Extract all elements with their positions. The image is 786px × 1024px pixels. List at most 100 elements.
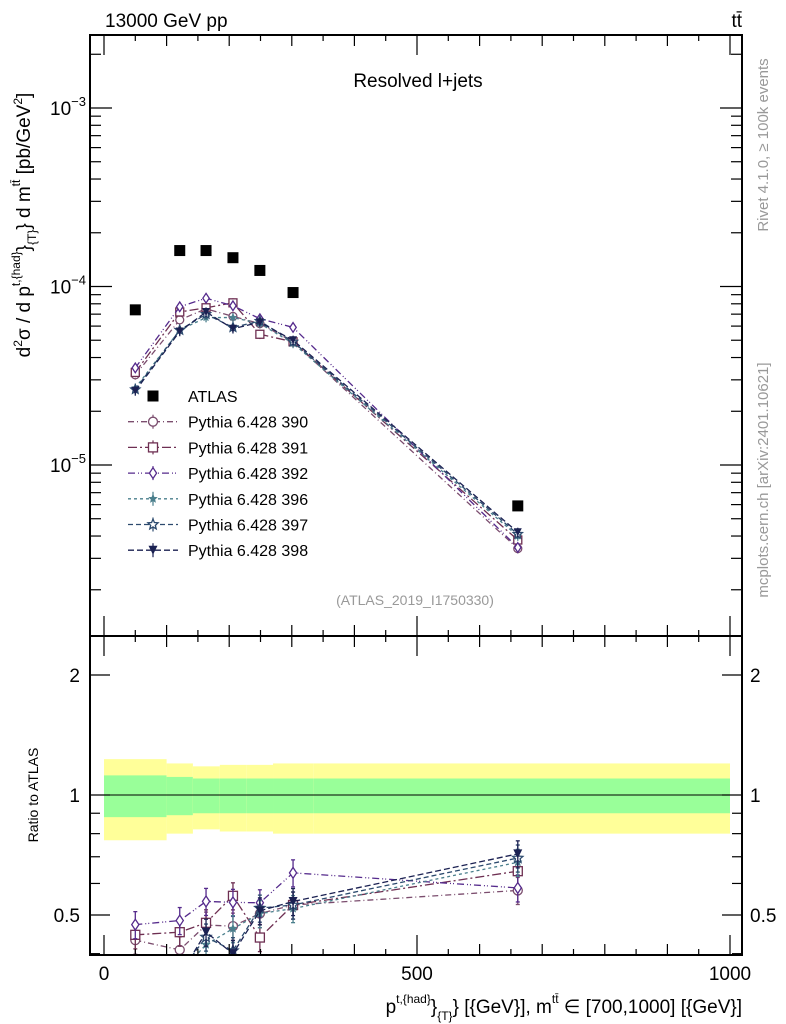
ratio-series-pythia-6-428-391 [130,857,523,953]
ratio-series-line [135,870,518,939]
circle-marker [175,315,185,325]
triangle-down-marker [288,897,298,907]
ratio-series-pythia-6-428-397 [130,844,525,977]
atlas-data-point [287,287,299,299]
x-axis-label: pt,{had}}{T}} [{GeV}], mtt̄ ∈ [700,1000]… [386,992,742,1023]
main-panel [129,245,525,554]
ratio-uncertainty-bands [104,759,730,841]
diamond-marker [228,895,238,909]
x-tick-label: 1000 [709,964,751,985]
diamond-marker [130,918,140,932]
diamond-marker [202,292,211,305]
triangle-down-marker [131,972,140,981]
legend-label: Pythia 6.428 396 [188,492,308,509]
square-marker [255,329,265,339]
ratio-series-line [191,853,518,955]
ratio-y-tick-label: 0.5 [54,906,80,927]
legend-label: Pythia 6.428 398 [188,543,308,560]
legend: ATLAS Pythia 6.428 390 Pythia 6.428 391 Pyt… [128,389,308,560]
atlas-data-point [254,264,266,276]
ratio-y-tick-label: 1 [69,786,80,807]
legend-label-atlas: ATLAS [188,389,238,406]
triangle-down-marker [175,327,184,336]
ratio-series-line [195,861,518,955]
triangle-down-marker [289,336,298,345]
triangle-down-marker [175,971,184,980]
ratio-panel [130,840,525,981]
star-marker [148,493,158,503]
diamond-marker [175,300,184,313]
diamond-marker [513,541,522,554]
diamond-marker [288,866,298,880]
diamond-marker [175,913,185,928]
star-open-marker [146,517,160,531]
energy-label: 13000 GeV pp [105,11,228,32]
diamond-marker [289,321,298,334]
atlas-data-point [129,304,141,316]
plot-title: Resolved l+jets [353,71,482,92]
triangle-down-marker [131,386,140,395]
band-inner [246,778,274,814]
legend-label: Pythia 6.428 391 [188,440,308,457]
band-inner [166,776,193,816]
series-pythia-6-428-392 [131,292,522,554]
triangle-down-marker [513,849,523,859]
atlas-data-point [200,245,212,257]
analysis-label: (ATLAS_2019_I1750330) [336,592,494,608]
ratio-y-tick-label-right: 2 [750,666,761,687]
triangle-down-marker [148,545,158,555]
ratio-y-tick-label-right: 0.5 [750,906,776,927]
band-inner [313,778,730,814]
circle-marker [147,416,159,427]
plot-frame [89,34,743,956]
ratio-series-pythia-6-428-390 [130,876,523,955]
legend-label: Pythia 6.428 392 [188,466,308,483]
triangle-down-marker [202,307,211,316]
star-marker [228,312,238,322]
x-tick-label: 500 [401,964,433,985]
triangle-down-marker [228,324,237,333]
band-inner [219,778,247,814]
mcplots-label: mcplots.cern.ch [arXiv:2401.10621] [755,362,772,597]
ratio-y-tick-label: 2 [69,666,80,687]
triangle-down-marker [201,927,211,937]
x-tick-label: 0 [99,964,110,985]
atlas-data-point [174,245,186,257]
y-tick-label: 10−4 [50,273,86,299]
legend-label: Pythia 6.428 397 [188,518,308,535]
star-marker [176,968,185,976]
atlas-data-point [227,252,239,264]
y-tick-label: 10−5 [50,451,86,477]
y-tick-label: 10−3 [50,94,86,120]
y-axis-label: d2σ / d pt,{had}}{T}} d mtt̄ [pb/GeV2] [9,93,39,358]
atlas-data-point [512,500,524,512]
star-open-marker [130,967,140,977]
band-inner [104,775,167,818]
ratio-series-pythia-6-428-392 [130,859,523,940]
process-label: tt̄ [731,11,742,32]
star-marker [131,965,140,973]
rivet-label: Rivet 4.1.0, ≥ 100k events [755,58,772,231]
diamond-marker [513,881,523,895]
triangle-down-marker [228,949,238,955]
triangle-down-marker [255,906,265,916]
square-marker [254,932,266,943]
square-marker [147,442,159,453]
diamond-marker [228,299,237,312]
diamond-marker [201,894,211,908]
band-inner [192,778,220,814]
triangle-down-marker [255,318,264,327]
band-inner [273,778,314,814]
legend-marker-atlas [147,390,159,402]
star-marker [228,923,238,933]
ratio-y-axis-label: Ratio to ATLAS [25,748,41,843]
legend-label: Pythia 6.428 390 [188,415,308,432]
ratio-series-pythia-6-428-398 [131,840,523,981]
diamond-marker [131,361,140,374]
ratio-y-tick-label-right: 1 [750,786,761,807]
diamond-marker [148,466,158,480]
series-pythia-6-428-398 [131,307,522,538]
triangle-down-marker [513,528,522,537]
ratio-series-line [135,872,518,926]
